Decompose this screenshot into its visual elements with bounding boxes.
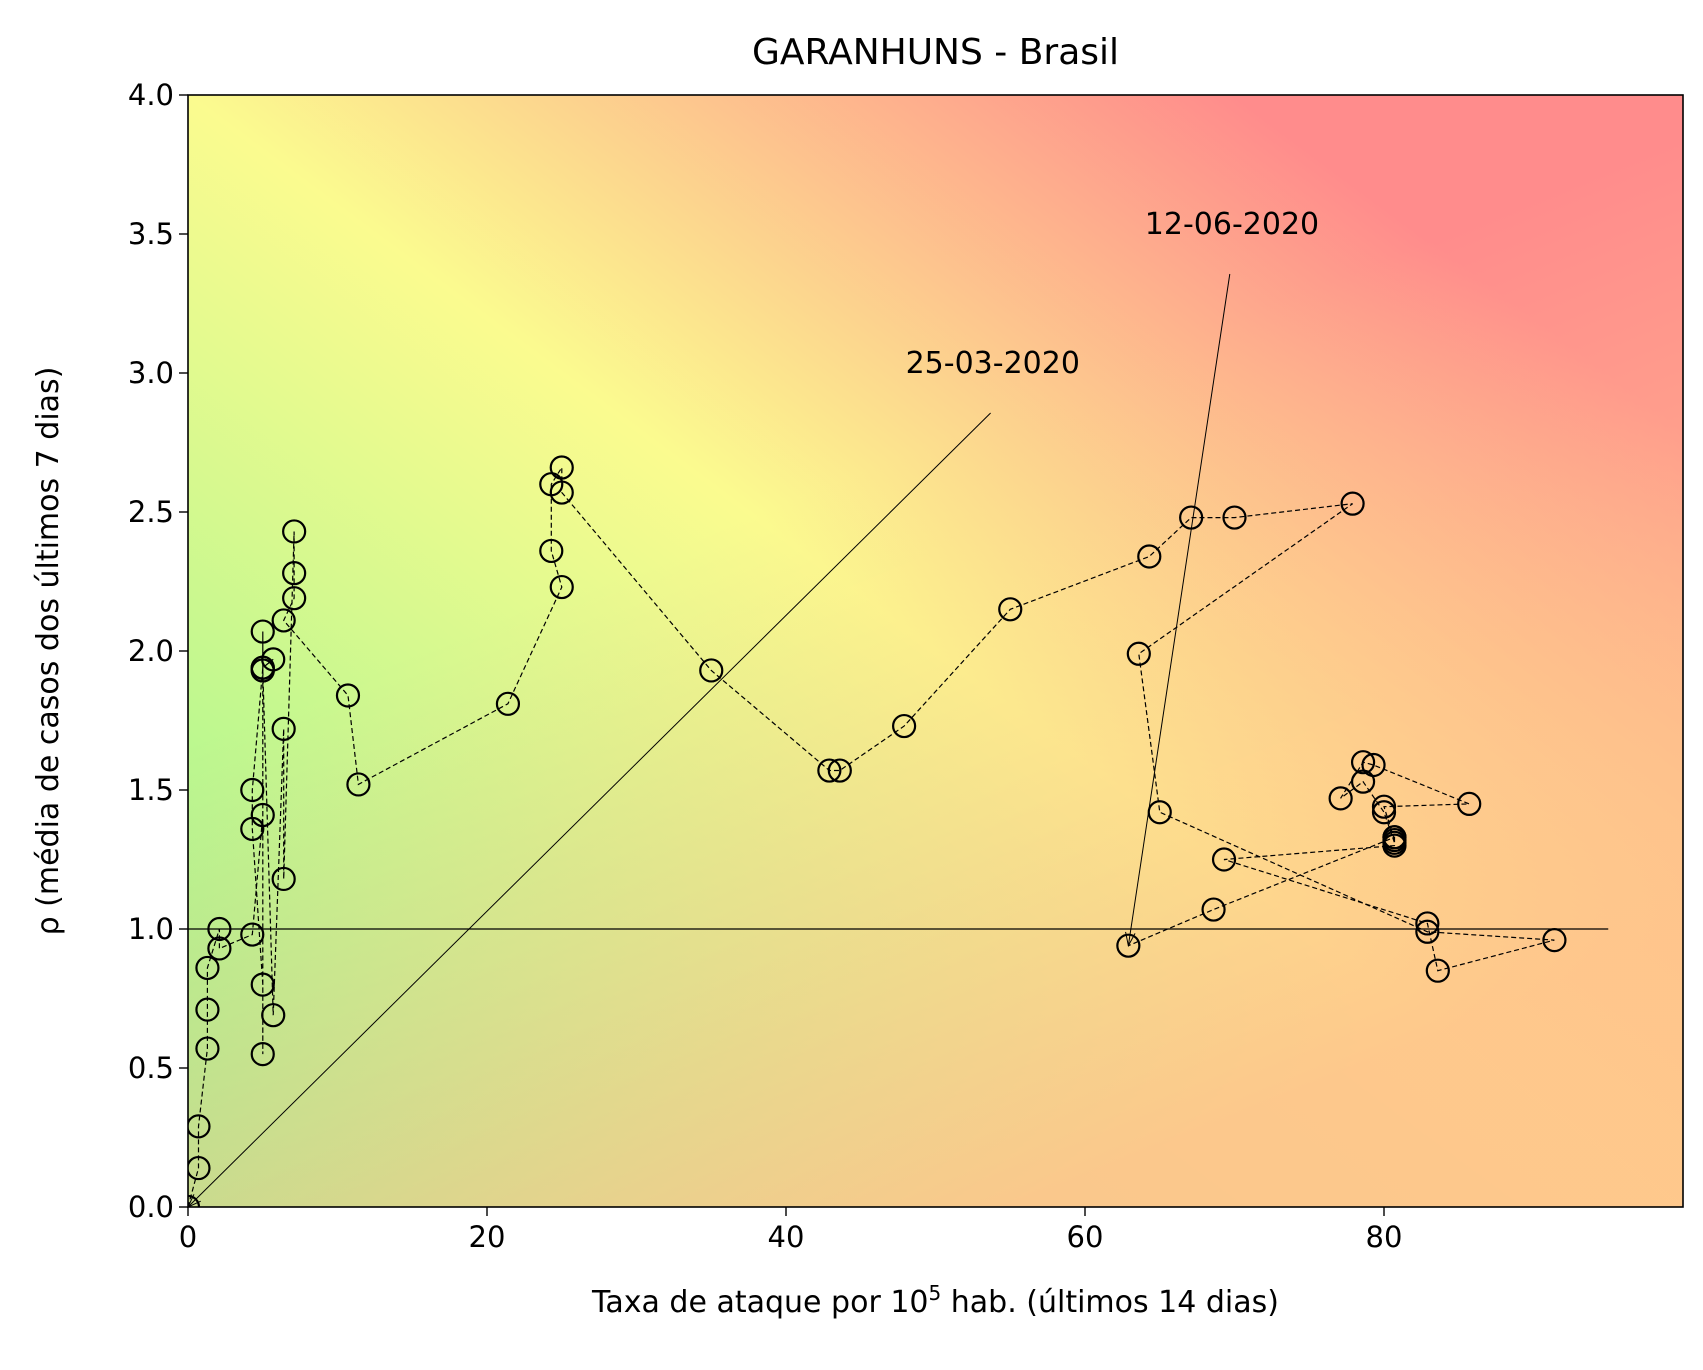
annotation-arrow xyxy=(187,412,991,1208)
data-point xyxy=(998,597,1023,622)
data-point xyxy=(549,574,574,600)
annotation-arrowhead xyxy=(1125,931,1136,948)
axes: 0 20 40 60 80 0.0 0.5 1.0 1.5 2.0 2.5 3.0 3.5 4.0 xyxy=(128,78,1684,1254)
data-point xyxy=(250,619,275,644)
data-point xyxy=(1542,928,1567,953)
x-axis-label-superscript: 5 xyxy=(929,1281,942,1305)
x-axis-label-suffix: hab. (últimos 14 dias) xyxy=(941,1285,1279,1320)
data-point xyxy=(827,758,852,783)
y-tick-label: 4.0 xyxy=(128,78,174,112)
data-point xyxy=(1340,491,1365,516)
y-tick-label: 2.5 xyxy=(128,495,174,529)
data-point xyxy=(1222,505,1247,530)
x-tick-label: 20 xyxy=(469,1220,506,1254)
data-point xyxy=(1201,897,1226,922)
series-line xyxy=(188,465,1555,1207)
data-point xyxy=(1415,919,1440,944)
plot-background xyxy=(188,95,1683,1207)
y-axis-label: ρ (média de casos dos últimos 7 dias) xyxy=(31,367,66,936)
x-tick-label: 80 xyxy=(1366,1220,1403,1254)
x-tick-label: 0 xyxy=(179,1220,197,1254)
data-point xyxy=(1116,933,1141,958)
data-point xyxy=(1371,794,1397,819)
data-point xyxy=(271,866,296,892)
y-tick-label: 3.0 xyxy=(128,356,174,390)
data-point xyxy=(1211,847,1237,872)
data-point xyxy=(250,972,275,997)
x-axis-label-prefix: Taxa de ataque por 10 xyxy=(591,1285,928,1320)
data-point xyxy=(699,658,724,683)
data-point xyxy=(240,816,265,842)
annotation-arrow xyxy=(1127,273,1231,946)
data-point xyxy=(1137,544,1162,569)
data-point xyxy=(549,480,574,505)
data-point xyxy=(892,713,917,739)
data-point xyxy=(250,658,275,683)
data-point xyxy=(240,922,265,947)
x-axis-label: Taxa de ataque por 105 hab. (últimos 14 … xyxy=(591,1281,1279,1320)
data-point xyxy=(195,955,220,981)
series-layer xyxy=(188,455,1567,1207)
y-tick-label: 1.5 xyxy=(128,773,174,807)
data-point xyxy=(195,1036,220,1061)
data-point xyxy=(195,997,220,1022)
x-tick-label: 60 xyxy=(1067,1220,1104,1254)
data-point xyxy=(1126,641,1151,666)
y-tick-label: 1.0 xyxy=(128,912,174,946)
data-point xyxy=(240,777,265,803)
data-point xyxy=(188,1114,211,1139)
data-point xyxy=(1350,750,1376,775)
data-point xyxy=(549,455,574,480)
data-point xyxy=(1371,800,1397,825)
data-point xyxy=(188,1155,211,1181)
annotation-label: 12-06-2020 xyxy=(1145,207,1319,242)
data-point xyxy=(817,758,842,783)
data-point xyxy=(1328,786,1353,811)
data-point xyxy=(346,772,371,797)
y-tick-label: 0.5 xyxy=(128,1051,174,1085)
annotations: 25-03-2020 12-06-2020 xyxy=(186,207,1319,1209)
data-point xyxy=(282,519,307,544)
y-tick-label: 3.5 xyxy=(128,217,174,251)
data-point xyxy=(250,1041,275,1067)
data-point xyxy=(271,716,296,741)
data-point xyxy=(271,608,296,633)
data-point xyxy=(207,936,232,961)
data-point xyxy=(539,538,564,564)
y-tick-label: 2.0 xyxy=(128,634,174,668)
data-point xyxy=(207,916,232,942)
data-point xyxy=(1457,791,1482,817)
data-point xyxy=(1382,825,1407,850)
y-tick-label: 0.0 xyxy=(128,1190,174,1224)
data-point xyxy=(1425,958,1450,983)
plot-background-corner xyxy=(188,95,1683,1207)
annotation-label: 25-03-2020 xyxy=(906,346,1080,381)
data-point xyxy=(1415,911,1440,936)
data-point xyxy=(495,691,521,716)
x-tick-label: 40 xyxy=(768,1220,805,1254)
data-point xyxy=(282,586,307,611)
data-point xyxy=(282,561,307,586)
chart-title: GARANHUNS - Brasil xyxy=(752,32,1119,73)
data-point xyxy=(335,683,361,708)
data-point xyxy=(1350,769,1376,794)
data-point xyxy=(261,1003,286,1028)
data-point xyxy=(1382,830,1407,855)
